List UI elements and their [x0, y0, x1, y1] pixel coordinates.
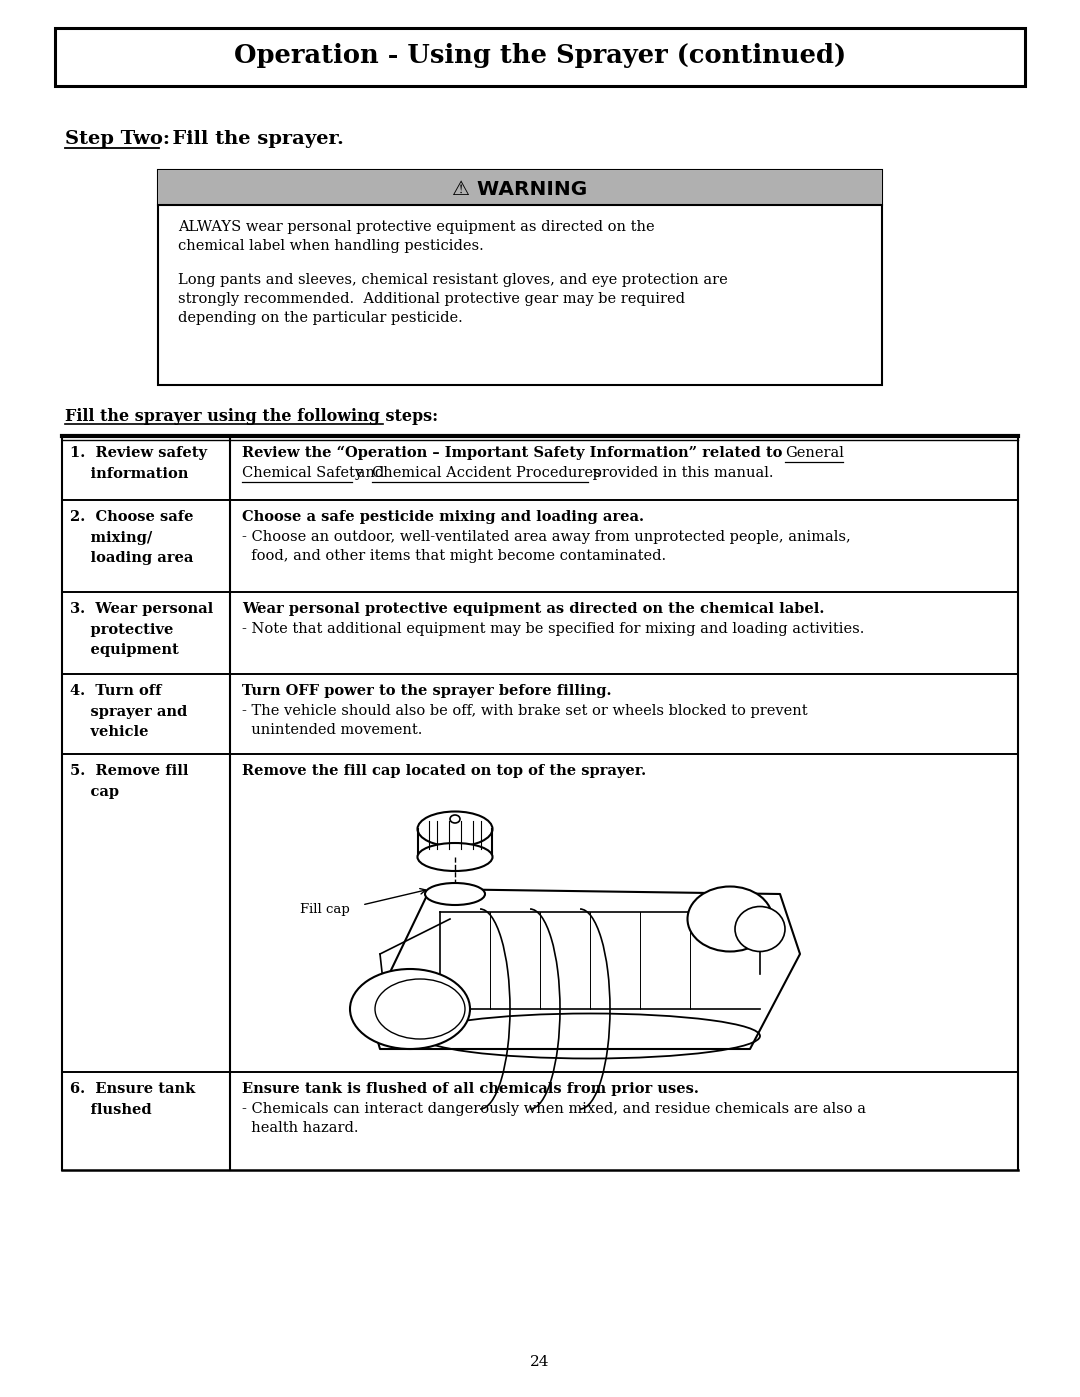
Text: ALWAYS wear personal protective equipment as directed on the
chemical label when: ALWAYS wear personal protective equipmen… — [178, 219, 654, 253]
Text: - The vehicle should also be off, with brake set or wheels blocked to prevent
  : - The vehicle should also be off, with b… — [242, 704, 808, 738]
Text: Fill the sprayer using the following steps:: Fill the sprayer using the following ste… — [65, 408, 438, 425]
Text: Review the “Operation – Important Safety Information” related to: Review the “Operation – Important Safety… — [242, 446, 787, 460]
Text: and: and — [352, 467, 389, 481]
Polygon shape — [370, 888, 800, 1049]
Ellipse shape — [375, 979, 465, 1039]
Text: Chemical Safety: Chemical Safety — [242, 467, 363, 481]
Text: Fill cap: Fill cap — [300, 902, 350, 915]
Text: 4.  Turn off
    sprayer and
    vehicle: 4. Turn off sprayer and vehicle — [70, 685, 187, 739]
Text: - Note that additional equipment may be specified for mixing and loading activit: - Note that additional equipment may be … — [242, 622, 864, 636]
Text: Chemical Accident Procedures: Chemical Accident Procedures — [372, 467, 600, 481]
Bar — [158, 170, 882, 205]
Text: Operation - Using the Sprayer (continued): Operation - Using the Sprayer (continued… — [234, 42, 846, 67]
Text: Turn OFF power to the sprayer before filling.: Turn OFF power to the sprayer before fil… — [242, 685, 611, 698]
Bar — [55, 28, 1025, 87]
Ellipse shape — [450, 814, 460, 823]
Ellipse shape — [418, 812, 492, 847]
Ellipse shape — [688, 887, 772, 951]
Ellipse shape — [426, 883, 485, 905]
Bar — [158, 170, 882, 386]
Text: - Choose an outdoor, well-ventilated area away from unprotected people, animals,: - Choose an outdoor, well-ventilated are… — [242, 529, 851, 563]
Text: 1.  Review safety
    information: 1. Review safety information — [70, 446, 207, 481]
Text: 2.  Choose safe
    mixing/
    loading area: 2. Choose safe mixing/ loading area — [70, 510, 193, 566]
Text: Step Two:: Step Two: — [65, 130, 170, 148]
Ellipse shape — [735, 907, 785, 951]
Text: 3.  Wear personal
    protective
    equipment: 3. Wear personal protective equipment — [70, 602, 213, 657]
Ellipse shape — [350, 970, 470, 1049]
Text: 5.  Remove fill
    cap: 5. Remove fill cap — [70, 764, 189, 799]
Text: Choose a safe pesticide mixing and loading area.: Choose a safe pesticide mixing and loadi… — [242, 510, 644, 524]
Text: Fill the sprayer.: Fill the sprayer. — [159, 130, 343, 148]
Text: 24: 24 — [530, 1355, 550, 1369]
Text: provided in this manual.: provided in this manual. — [588, 467, 773, 481]
Text: - Chemicals can interact dangerously when mixed, and residue chemicals are also : - Chemicals can interact dangerously whe… — [242, 1102, 866, 1134]
Text: Long pants and sleeves, chemical resistant gloves, and eye protection are
strong: Long pants and sleeves, chemical resista… — [178, 272, 728, 326]
Text: General: General — [785, 446, 843, 460]
Text: 6.  Ensure tank
    flushed: 6. Ensure tank flushed — [70, 1083, 195, 1116]
Text: Ensure tank is flushed of all chemicals from prior uses.: Ensure tank is flushed of all chemicals … — [242, 1083, 699, 1097]
Text: ⚠ WARNING: ⚠ WARNING — [453, 180, 588, 198]
Text: Remove the fill cap located on top of the sprayer.: Remove the fill cap located on top of th… — [242, 764, 646, 778]
Ellipse shape — [418, 842, 492, 870]
Ellipse shape — [420, 1013, 760, 1059]
Text: Wear personal protective equipment as directed on the chemical label.: Wear personal protective equipment as di… — [242, 602, 824, 616]
